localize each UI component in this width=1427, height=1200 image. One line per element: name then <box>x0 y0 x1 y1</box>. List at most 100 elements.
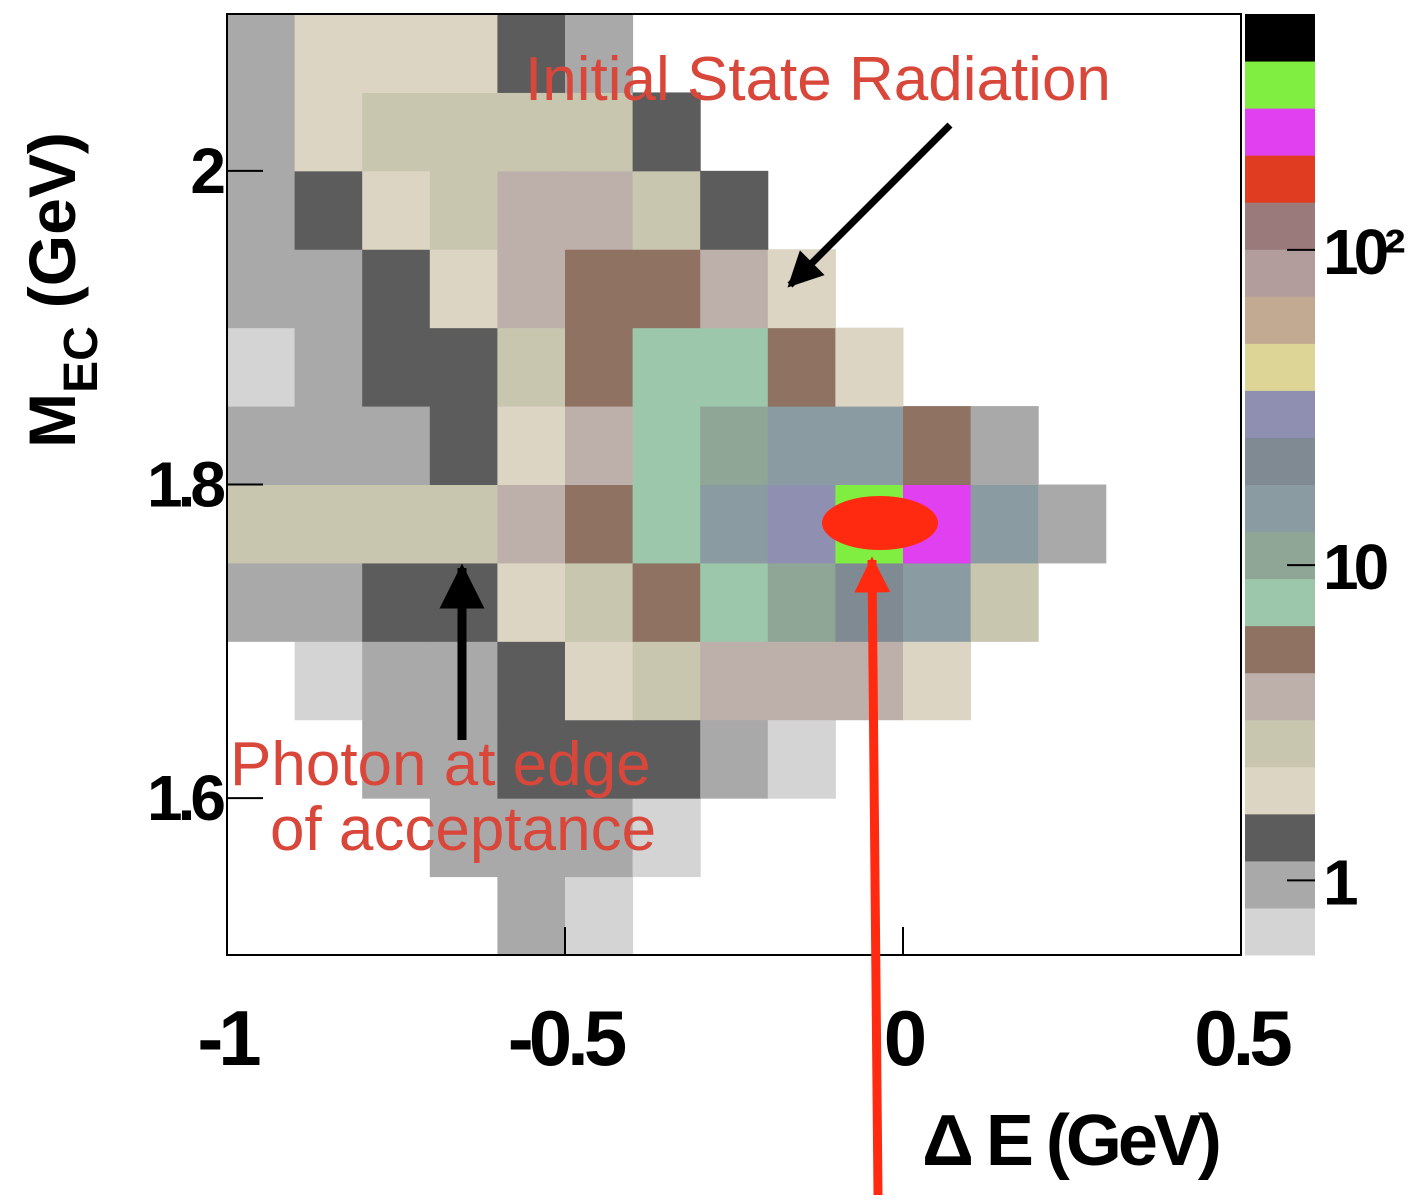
heatmap-cell <box>227 170 296 250</box>
heatmap-cell <box>767 249 836 329</box>
heatmap-cell <box>632 484 701 564</box>
heatmap-cell <box>362 170 431 250</box>
x-axis-label: Δ E (GeV) <box>922 1101 1219 1181</box>
heatmap-cell <box>294 14 363 93</box>
heatmap-cell <box>565 249 634 329</box>
heatmap-cell <box>227 562 296 642</box>
heatmap-cell <box>429 14 498 93</box>
colorbar-swatch <box>1245 766 1315 815</box>
heatmap-cell <box>632 562 701 642</box>
heatmap-cell <box>362 327 431 407</box>
colorbar-swatch <box>1245 672 1315 721</box>
y-tick-label: 1.8 <box>147 449 224 521</box>
heatmap-cell <box>970 406 1039 485</box>
heatmap-cell <box>429 798 498 878</box>
y-axis-label: MEC (GeV) <box>15 132 108 448</box>
heatmap-cell <box>294 562 363 642</box>
heatmap-cell <box>565 719 634 799</box>
heatmap-cell <box>294 484 363 564</box>
heatmap-cell <box>362 14 431 93</box>
heatmap-cell <box>362 484 431 564</box>
heatmap-cell <box>565 327 634 407</box>
colorbar-swatch <box>1245 390 1315 438</box>
heatmap-cell <box>429 92 498 172</box>
annotation: Photon at edge <box>230 730 651 799</box>
heatmap-cell <box>227 92 296 172</box>
heatmap-cell <box>294 406 363 485</box>
heatmap-cell <box>565 562 634 642</box>
heatmap-cell <box>700 327 769 407</box>
heatmap-cell <box>429 327 498 407</box>
heatmap-cell <box>700 170 769 250</box>
heatmap-cell <box>497 406 566 485</box>
colorbar-swatch <box>1245 860 1315 909</box>
heatmap-cell <box>294 249 363 329</box>
colorbar-swatch <box>1245 531 1315 580</box>
heatmap-cell <box>835 406 904 485</box>
heatmap-cell <box>362 641 431 721</box>
colorbar-swatch <box>1245 719 1315 768</box>
heatmap-cell <box>767 562 836 642</box>
heatmap-cell <box>429 406 498 485</box>
heatmap-cell <box>362 406 431 485</box>
x-tick-label: -1 <box>197 994 260 1082</box>
heatmap-cell <box>970 562 1039 642</box>
heatmap-cell <box>565 170 634 250</box>
heatmap-cell <box>903 641 972 721</box>
colorbar-swatch <box>1245 108 1315 156</box>
colorbar-swatch <box>1245 813 1315 862</box>
colorbar-swatch <box>1245 249 1315 297</box>
heatmap-cell <box>362 562 431 642</box>
arrow <box>854 556 891 1196</box>
heatmap-cell <box>565 876 634 956</box>
heatmap-cell <box>227 14 296 93</box>
colorbar-swatch <box>1245 61 1315 109</box>
heatmap-cell <box>767 406 836 485</box>
heatmap-cell <box>632 170 701 250</box>
heatmap-cell <box>497 562 566 642</box>
colorbar-tick-label: 10 <box>1323 531 1387 603</box>
heatmap-cell <box>632 798 701 878</box>
heatmap-cell <box>632 92 701 172</box>
heatmap-cell <box>903 562 972 642</box>
colorbar-swatch <box>1245 14 1315 62</box>
heatmap-cell <box>700 249 769 329</box>
heatmap-cell <box>1038 484 1107 564</box>
heatmap-cell <box>767 719 836 799</box>
heatmap-cell <box>700 641 769 721</box>
heatmap-cell <box>227 249 296 329</box>
colorbar-swatch <box>1245 578 1315 627</box>
y-tick-label: 2 <box>190 135 224 207</box>
heatmap-cell <box>497 719 566 799</box>
heatmap-cell <box>497 484 566 564</box>
heatmap-cell <box>497 798 566 878</box>
heatmap-cell <box>497 327 566 407</box>
heatmap-cell <box>294 641 363 721</box>
heatmap-cell <box>632 406 701 485</box>
heatmap-cell <box>497 14 566 93</box>
heatmap-cell <box>294 327 363 407</box>
heatmap-cell <box>227 484 296 564</box>
y-tick-label: 1.6 <box>147 762 224 834</box>
colorbar-swatch <box>1245 202 1315 250</box>
heatmap-cell <box>429 484 498 564</box>
heatmap-cell <box>362 719 431 799</box>
heatmap-cell <box>632 641 701 721</box>
heatmap-cell <box>362 249 431 329</box>
heatmap-cell <box>294 170 363 250</box>
heatmap-cell <box>632 327 701 407</box>
heatmap-cell <box>565 92 634 172</box>
heatmap-cell <box>970 484 1039 564</box>
annotation: of acceptance <box>270 795 656 864</box>
colorbar-swatch <box>1245 155 1315 203</box>
heatmap-cell <box>429 170 498 250</box>
heatmap-cell <box>497 876 566 956</box>
heatmap-cell <box>429 249 498 329</box>
heatmap-cell <box>497 249 566 329</box>
heatmap-cell <box>632 249 701 329</box>
colorbar-swatch <box>1245 484 1315 533</box>
heatmap-cell <box>565 641 634 721</box>
heatmap-cell <box>835 327 904 407</box>
heatmap-cell <box>497 170 566 250</box>
